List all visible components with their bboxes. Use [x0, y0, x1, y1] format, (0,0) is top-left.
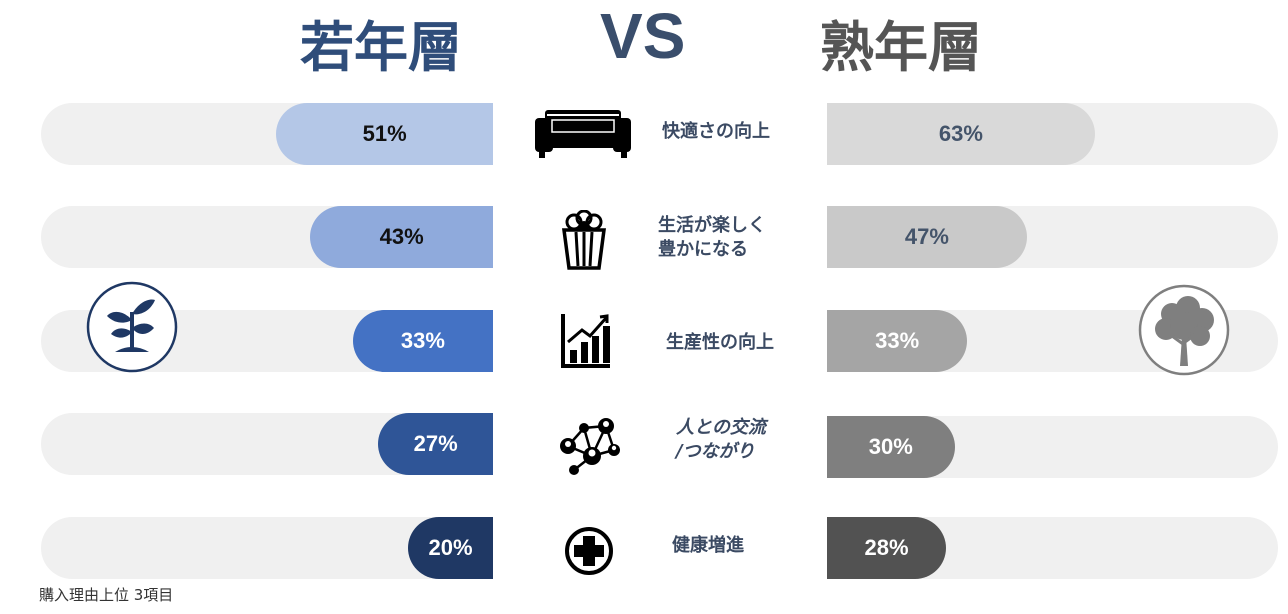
popcorn-icon — [560, 209, 608, 274]
old-bar-label: 33% — [875, 328, 920, 353]
young-bar: 43% — [310, 206, 493, 268]
old-bar: 30% — [827, 416, 955, 478]
vs-title: VS — [600, 0, 686, 72]
young-bar-label: 51% — [362, 121, 407, 146]
young-title: 若年層 — [300, 16, 462, 79]
category-label: 健康増進 — [672, 534, 744, 558]
young-bar-label: 27% — [413, 431, 458, 456]
category-label: 生活が楽しく 豊かになる — [658, 214, 766, 262]
category-label-line: 人との交流 — [676, 417, 766, 438]
old-bar: 63% — [827, 103, 1095, 165]
category-label-line: 生産性の向上 — [666, 332, 774, 353]
category-label: 快適さの向上 — [662, 120, 770, 144]
young-bar-label: 33% — [400, 328, 445, 353]
old-bar: 33% — [827, 310, 968, 372]
young-bar-label: 43% — [379, 224, 424, 249]
seedling-icon — [86, 281, 178, 373]
young-bar: 33% — [352, 310, 493, 372]
chart-caption: 購入理由上位 3項目 — [39, 586, 174, 604]
tree-icon — [1138, 284, 1230, 376]
old-bar: 47% — [827, 206, 1027, 268]
category-label: 生産性の向上 — [666, 331, 774, 355]
bar-chart-icon — [560, 312, 612, 374]
network-icon — [556, 414, 624, 482]
old-bar: 28% — [827, 517, 946, 579]
old-bar-label: 30% — [868, 434, 913, 459]
old-title: 熟年層 — [820, 16, 982, 79]
sofa-icon — [535, 108, 631, 162]
category-label-line: 生活が楽しく — [658, 215, 766, 236]
category-label-line: 豊かになる — [658, 239, 748, 260]
category-label-line: 健康増進 — [672, 535, 744, 556]
young-bar: 27% — [378, 413, 493, 475]
young-bar-label: 20% — [428, 535, 473, 560]
old-bar-label: 47% — [904, 224, 949, 249]
medical-cross-icon — [564, 526, 614, 580]
old-bar-label: 28% — [864, 535, 909, 560]
category-label-line: 快適さの向上 — [662, 121, 770, 142]
category-label-line: /つながり — [676, 441, 755, 462]
young-bar: 51% — [276, 103, 493, 165]
young-bar: 20% — [408, 517, 493, 579]
category-label: 人との交流/つながり — [676, 416, 766, 464]
old-bar-label: 63% — [938, 121, 983, 146]
